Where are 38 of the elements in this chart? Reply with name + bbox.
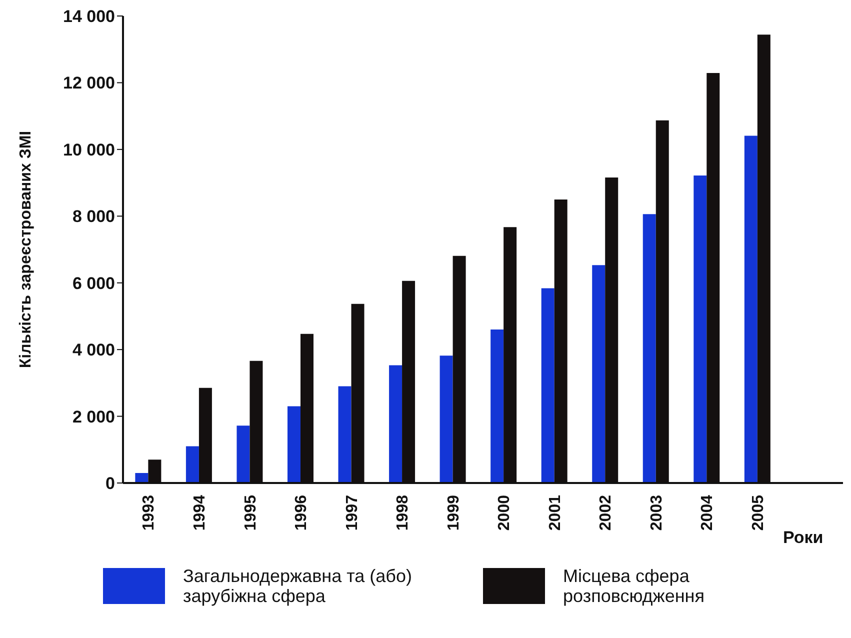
x-tick-label: 2004 [699,494,716,531]
bar [694,175,707,483]
bar [490,330,504,483]
x-tick-label: 2000 [496,494,514,531]
bar [389,365,402,483]
bar [541,288,554,483]
bar [287,406,300,483]
bar [592,265,606,483]
legend-label: Загальнодержавна та (або) зарубіжна сфера [183,566,413,606]
y-tick-label: 2 000 [72,407,115,426]
x-tick-label: 1998 [394,494,412,531]
x-tick-label: 2003 [648,494,666,531]
x-tick-label: 2002 [598,494,615,531]
x-axis-title: Роки [783,528,824,548]
bar [744,136,758,483]
y-tick-label: 8 000 [72,207,115,226]
y-axis-title: Кількість зареєстрованих ЗМІ [18,130,35,368]
bar [642,214,656,483]
x-tick-label: 1993 [140,494,158,531]
bar [135,472,148,483]
y-tick-label: 6 000 [72,274,115,293]
legend-label: Місцева сфера розповсюдження [563,566,706,606]
bar [236,426,250,483]
y-tick-label: 0 [106,474,115,494]
x-tick-label: 1994 [192,494,209,531]
x-tick-label: 2005 [750,494,767,531]
y-tick-label: 4 000 [72,340,115,360]
x-tick-label: 1995 [242,494,260,531]
bar [440,356,453,483]
bar [338,386,352,483]
x-tick-label: 1999 [445,494,462,531]
y-tick-label: 14 000 [63,7,115,26]
x-tick-label: 1996 [293,494,310,531]
y-tick-label: 10 000 [63,140,115,160]
x-tick-label: 1997 [344,494,361,531]
x-tick-label: 2001 [546,494,564,531]
bar [186,446,199,483]
y-tick-label: 12 000 [63,74,115,93]
